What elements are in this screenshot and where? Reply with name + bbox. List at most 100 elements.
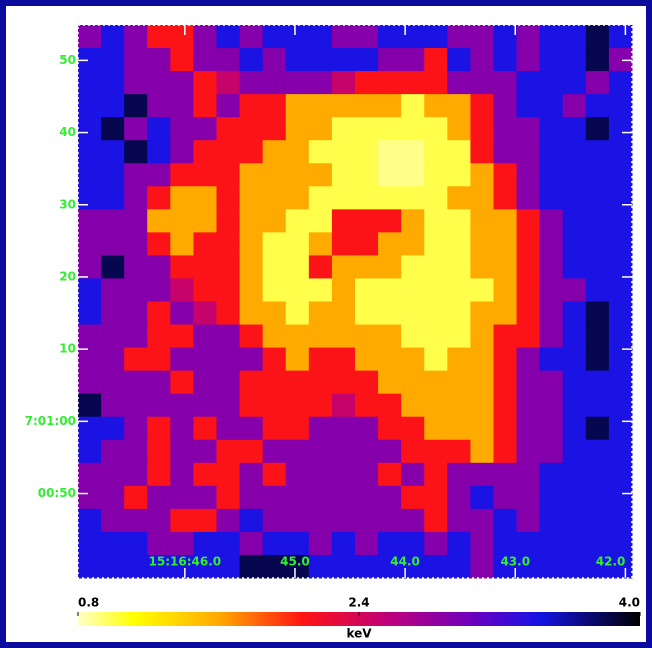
heatmap-cell bbox=[355, 324, 379, 349]
heatmap-cell bbox=[562, 163, 587, 187]
heatmap-cell bbox=[516, 48, 541, 72]
heatmap-cell bbox=[147, 25, 171, 49]
heatmap-cell bbox=[447, 94, 471, 118]
heatmap-cell bbox=[124, 370, 148, 395]
heatmap-cell bbox=[401, 163, 425, 187]
heatmap-cell bbox=[78, 232, 102, 256]
heatmap-cell bbox=[262, 255, 287, 279]
heatmap-cell bbox=[447, 462, 471, 487]
heatmap-cell bbox=[78, 485, 102, 510]
y-tick-label: 20 bbox=[59, 269, 76, 283]
y-tick-label: 00:50 bbox=[38, 486, 76, 500]
colorbar bbox=[78, 612, 640, 626]
heatmap-cell bbox=[193, 163, 217, 187]
heatmap-cell bbox=[170, 140, 194, 164]
heatmap-cell bbox=[331, 554, 356, 579]
heatmap-cell bbox=[193, 278, 217, 302]
heatmap-cell bbox=[493, 25, 518, 49]
heatmap-cell bbox=[562, 255, 587, 279]
heatmap-cell bbox=[239, 370, 264, 395]
heatmap-cell bbox=[331, 370, 356, 395]
heatmap-cell bbox=[216, 186, 241, 210]
heatmap-cell bbox=[331, 508, 356, 533]
heatmap-cell bbox=[285, 140, 310, 164]
heatmap-cell bbox=[585, 347, 610, 372]
x-tick-label: 43.0 bbox=[500, 555, 530, 569]
heatmap-cell bbox=[401, 255, 425, 279]
heatmap-cell bbox=[285, 48, 310, 72]
heatmap-cell bbox=[585, 531, 610, 556]
heatmap-cell bbox=[585, 186, 610, 210]
heatmap-cell bbox=[239, 232, 264, 256]
heatmap-cell bbox=[285, 278, 310, 302]
heatmap-cell bbox=[355, 94, 379, 118]
heatmap-cell bbox=[193, 439, 217, 464]
heatmap-cell bbox=[447, 554, 471, 579]
heatmap-cell bbox=[608, 71, 633, 95]
heatmap-cell bbox=[216, 485, 241, 510]
heatmap-cell bbox=[216, 25, 241, 49]
heatmap-cell bbox=[331, 255, 356, 279]
heatmap-cell bbox=[101, 94, 125, 118]
heatmap-cell bbox=[124, 117, 148, 141]
heatmap-cell bbox=[424, 278, 448, 302]
heatmap-cell bbox=[355, 186, 379, 210]
heatmap-cell bbox=[562, 209, 587, 233]
heatmap-cell bbox=[193, 370, 217, 395]
heatmap-cell bbox=[78, 186, 102, 210]
heatmap-cell bbox=[378, 140, 402, 164]
heatmap-cell bbox=[308, 71, 333, 95]
heatmap-cell bbox=[78, 462, 102, 487]
heatmap-cell bbox=[493, 186, 518, 210]
heatmap-cell bbox=[378, 462, 402, 487]
heatmap-cell bbox=[170, 393, 194, 418]
heatmap-cell bbox=[147, 370, 171, 395]
heatmap-cell bbox=[239, 117, 264, 141]
heatmap-cell bbox=[216, 301, 241, 326]
heatmap-cell bbox=[401, 485, 425, 510]
heatmap-cell bbox=[285, 416, 310, 441]
heatmap-cell bbox=[124, 232, 148, 256]
heatmap-cell bbox=[170, 25, 194, 49]
heatmap-cell bbox=[308, 531, 333, 556]
heatmap-cell bbox=[285, 324, 310, 349]
heatmap-cell bbox=[378, 278, 402, 302]
heatmap-cell bbox=[170, 485, 194, 510]
heatmap-cell bbox=[147, 117, 171, 141]
heatmap-cell bbox=[470, 439, 494, 464]
heatmap-cell bbox=[539, 278, 564, 302]
heatmap-cell bbox=[424, 140, 448, 164]
heatmap-cell bbox=[170, 117, 194, 141]
heatmap-cell bbox=[262, 25, 287, 49]
heatmap-cell bbox=[562, 347, 587, 372]
heatmap-cell bbox=[285, 531, 310, 556]
heatmap-cell bbox=[539, 393, 564, 418]
colorbar-tick-label: 0.8 bbox=[78, 596, 99, 610]
heatmap-cell bbox=[193, 71, 217, 95]
heatmap-cell bbox=[470, 25, 494, 49]
heatmap-cell bbox=[378, 324, 402, 349]
heatmap-cell bbox=[470, 485, 494, 510]
heatmap-cell bbox=[216, 554, 241, 579]
heatmap-cell bbox=[378, 209, 402, 233]
heatmap-cell bbox=[608, 25, 633, 49]
heatmap-cell bbox=[124, 393, 148, 418]
heatmap-cell bbox=[424, 163, 448, 187]
heatmap-cell bbox=[562, 508, 587, 533]
heatmap-cell bbox=[331, 324, 356, 349]
heatmap-cell bbox=[124, 439, 148, 464]
heatmap-cell bbox=[193, 232, 217, 256]
heatmap-cell bbox=[308, 301, 333, 326]
heatmap-cell bbox=[424, 531, 448, 556]
heatmap-cell bbox=[424, 25, 448, 49]
heatmap-cell bbox=[516, 232, 541, 256]
heatmap-cell bbox=[378, 163, 402, 187]
heatmap-cell bbox=[539, 324, 564, 349]
heatmap-cell bbox=[193, 117, 217, 141]
heatmap-cell bbox=[447, 416, 471, 441]
heatmap-cell bbox=[516, 531, 541, 556]
heatmap-cell bbox=[562, 485, 587, 510]
heatmap-cell bbox=[239, 140, 264, 164]
heatmap-cell bbox=[262, 117, 287, 141]
heatmap-cell bbox=[170, 301, 194, 326]
